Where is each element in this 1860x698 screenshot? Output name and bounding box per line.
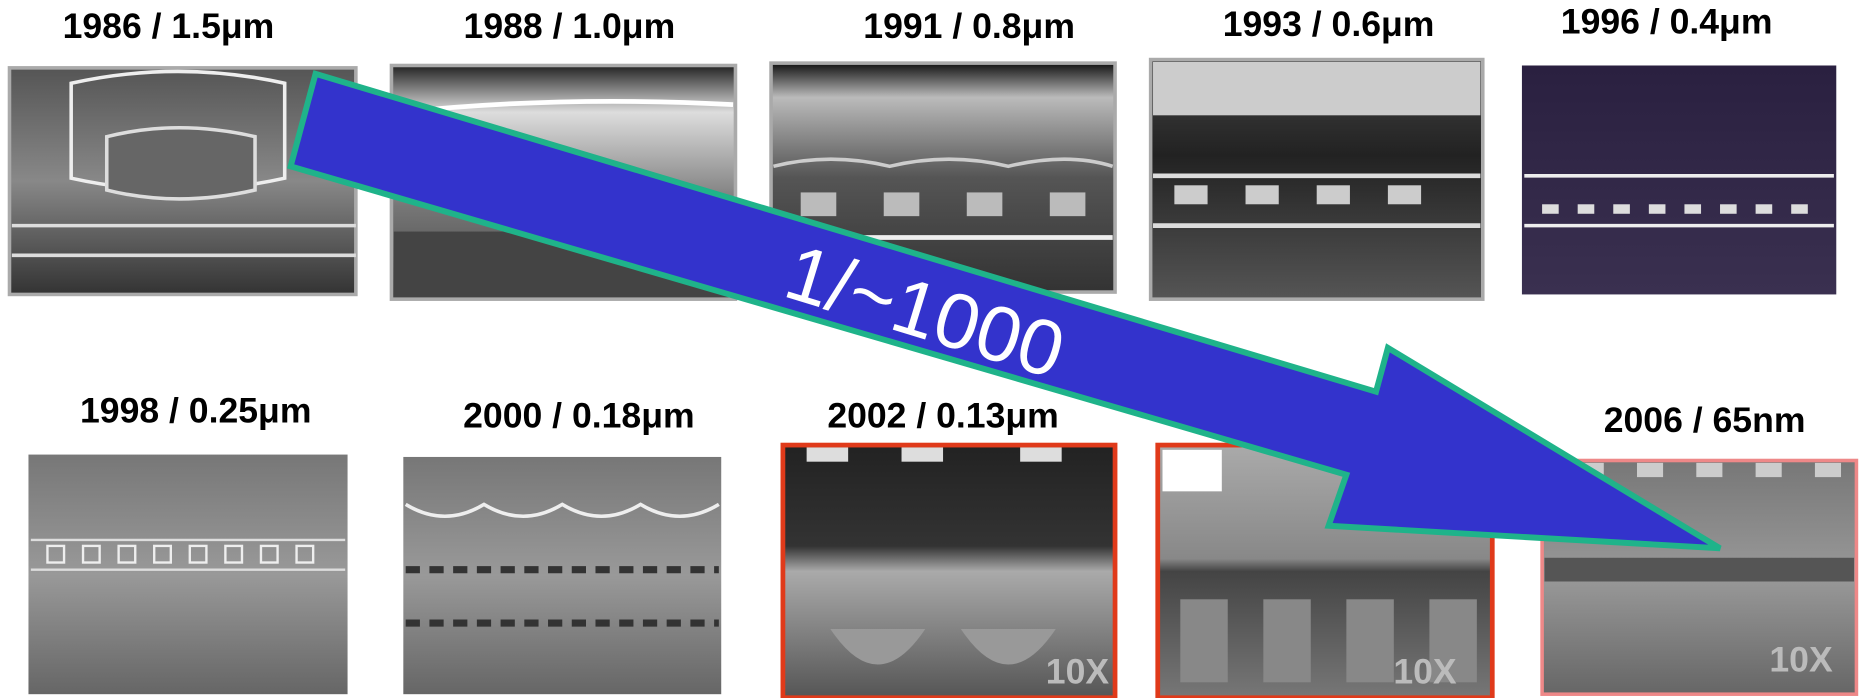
zoom-label: 10X: [1046, 652, 1110, 692]
panel-label: 2006 / 65nm: [1604, 400, 1806, 440]
micrograph: [28, 455, 347, 695]
panel-label: 1998 / 0.25μm: [80, 391, 311, 431]
panel-label: 1986 / 1.5μm: [63, 6, 275, 46]
panel-label: 1991 / 0.8μm: [863, 6, 1075, 46]
zoom-label: 10X: [1393, 652, 1457, 692]
micrograph: [9, 68, 355, 295]
panel-label: 2002 / 0.13μm: [827, 395, 1058, 435]
panel-label: 2000 / 0.18μm: [463, 395, 694, 435]
page: 1986 / 1.5μm 1988 / 1.0μm 1991 / 0.8μm 1…: [0, 0, 1860, 698]
slide: 1986 / 1.5μm 1988 / 1.0μm 1991 / 0.8μm 1…: [0, 0, 1860, 698]
micrograph: [1522, 65, 1836, 294]
micrograph: [403, 457, 721, 694]
micrograph: [1151, 60, 1483, 300]
panel-label: 1988 / 1.0μm: [464, 6, 676, 46]
panel-label: 1996 / 0.4μm: [1561, 1, 1773, 41]
panel-label: 1993 / 0.6μm: [1223, 4, 1435, 44]
zoom-label: 10X: [1769, 640, 1833, 680]
